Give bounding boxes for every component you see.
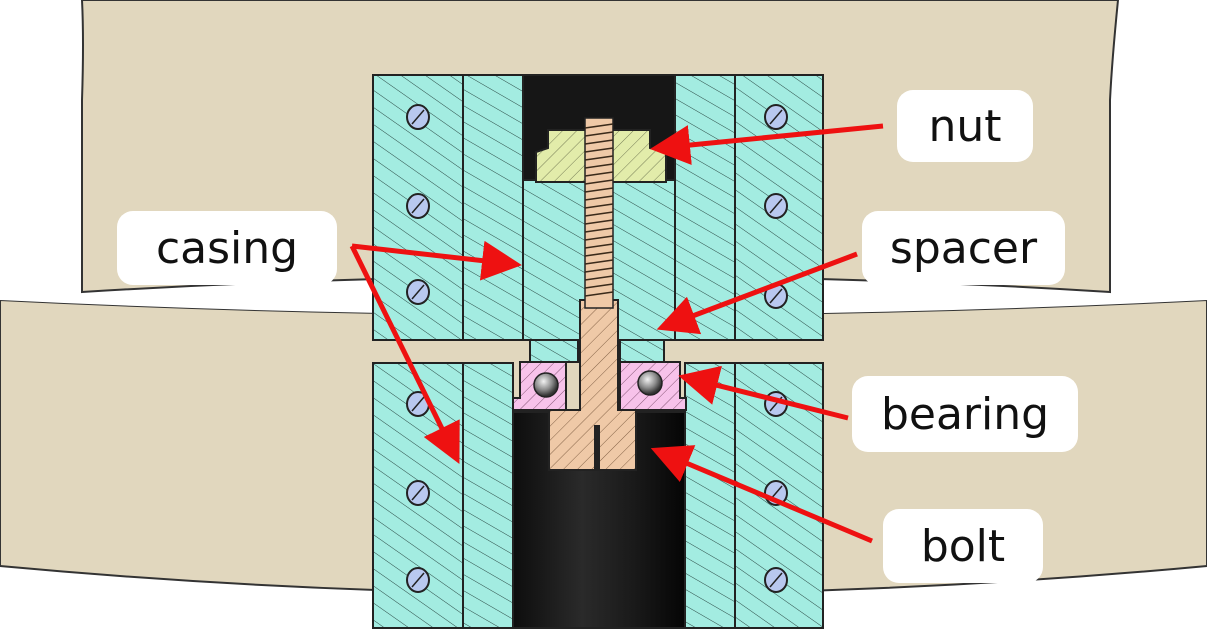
shaft-threads <box>584 123 614 297</box>
arrow-spacer <box>656 251 858 335</box>
thread-line <box>584 163 614 169</box>
thread-line <box>584 291 614 297</box>
spacer-right <box>619 339 665 363</box>
thread-line <box>584 147 614 153</box>
thread-line <box>584 187 614 193</box>
bolt-hole-mark <box>769 572 783 588</box>
bolt-hole-mark <box>411 396 425 412</box>
casing-left-inner-upper <box>462 74 524 341</box>
bolt-hole-mark <box>411 485 425 501</box>
thread-line <box>584 235 614 241</box>
arrow-bearing <box>678 365 849 421</box>
thread-line <box>584 283 614 289</box>
thread-line <box>584 243 614 249</box>
thread-line <box>584 131 614 137</box>
ring-gap <box>0 292 1207 315</box>
casing-right-inner-lower <box>684 362 736 629</box>
casing-bolt-holes <box>406 104 788 593</box>
thread-line <box>584 203 614 209</box>
casing-left-inner-lower <box>462 362 514 629</box>
bearing-ball-right <box>637 370 663 396</box>
thread-line <box>584 259 614 265</box>
label-spacer: spacer <box>862 211 1065 285</box>
casing-right-inner-upper <box>674 74 736 341</box>
thread-line <box>584 219 614 225</box>
thread-line <box>584 171 614 177</box>
bolt-hole-mark <box>411 284 425 300</box>
label-nut: nut <box>897 90 1033 162</box>
thread-line <box>584 139 614 145</box>
bolt-hole-mark <box>411 109 425 125</box>
thread-line <box>584 179 614 185</box>
bolt-hole-mark <box>769 198 783 214</box>
thread-line <box>584 267 614 273</box>
bolt-hole-mark <box>769 109 783 125</box>
label-casing: casing <box>117 211 337 285</box>
bearing-ball-left <box>533 372 559 398</box>
thread-line <box>584 211 614 217</box>
thread-line <box>584 251 614 257</box>
label-bearing: bearing <box>852 376 1078 452</box>
callout-arrows <box>349 123 884 544</box>
thread-line <box>584 123 614 129</box>
arrow-nut <box>650 123 884 165</box>
bolt-hole-mark <box>411 572 425 588</box>
arrow-bolt <box>650 445 873 544</box>
thread-line <box>584 227 614 233</box>
bolt-part <box>548 299 637 471</box>
thread-line <box>584 195 614 201</box>
thread-line <box>584 155 614 161</box>
bolt-hole-mark <box>411 198 425 214</box>
bolt-hole-mark <box>769 288 783 304</box>
thread-line <box>584 275 614 281</box>
spacer-left <box>529 339 579 363</box>
arrow-casing-lower <box>349 244 460 464</box>
arrow-casing-upper <box>351 240 522 281</box>
label-bolt: bolt <box>883 509 1043 583</box>
